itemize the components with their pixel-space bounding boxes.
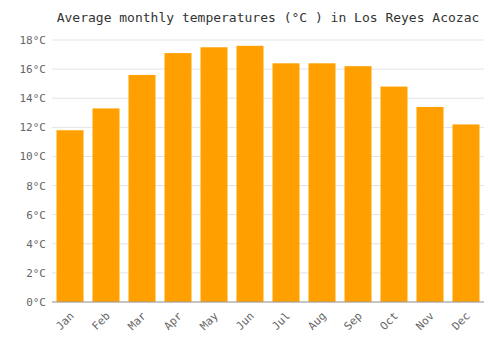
y-tick-label: 14°C xyxy=(20,92,47,105)
grid xyxy=(52,40,484,302)
y-tick-label: 8°C xyxy=(26,180,46,193)
x-tick-label: Aug xyxy=(306,310,329,333)
chart: Average monthly temperatures (°C ) in Lo… xyxy=(0,0,500,350)
y-tick-label: 4°C xyxy=(26,238,46,251)
x-axis-line xyxy=(52,302,484,303)
x-tick-label: May xyxy=(198,309,222,333)
y-tick-label: 0°C xyxy=(26,296,46,309)
y-tick-label: 16°C xyxy=(20,63,47,76)
x-tick-label: Nov xyxy=(414,309,438,333)
bar xyxy=(57,130,84,302)
bar xyxy=(381,87,408,302)
y-tick-label: 12°C xyxy=(20,121,47,134)
title: Average monthly temperatures (°C ) in Lo… xyxy=(57,10,480,25)
y-tick-label: 2°C xyxy=(26,267,46,280)
chart-container: Average monthly temperatures (°C ) in Lo… xyxy=(0,0,500,350)
x-tick-label: Jan xyxy=(54,310,77,333)
y-tick-label: 18°C xyxy=(20,34,47,47)
bar xyxy=(453,124,480,302)
y-tick-label: 10°C xyxy=(20,150,47,163)
bar xyxy=(273,63,300,302)
grid-line xyxy=(52,302,484,303)
x-tick-label: Sep xyxy=(342,310,365,333)
x-tick-label: Apr xyxy=(162,309,186,333)
grid-line xyxy=(52,98,484,99)
bar xyxy=(129,75,156,302)
bar xyxy=(345,66,372,302)
grid-line xyxy=(52,40,484,41)
bar xyxy=(417,107,444,302)
grid-line xyxy=(52,69,484,70)
x-tick-label: Jun xyxy=(234,310,257,333)
x-axis: Jan Feb Mar Apr May Jun Jul Aug Sep Oct Nov Dec xyxy=(52,302,484,333)
x-tick-label: Feb xyxy=(90,310,113,333)
x-tick-label: Mar xyxy=(126,309,150,333)
bar xyxy=(201,47,228,302)
bar xyxy=(93,108,120,302)
bar xyxy=(237,46,264,302)
x-tick-label: Jul xyxy=(270,310,293,333)
x-tick-label: Dec xyxy=(450,310,473,333)
y-tick-label: 6°C xyxy=(26,209,46,222)
x-tick-label: Oct xyxy=(378,310,401,333)
bars xyxy=(57,46,480,302)
bar xyxy=(165,53,192,302)
y-axis: 0°C 2°C 4°C 6°C 8°C 10°C 12°C 14°C 16°C 18°C xyxy=(20,34,47,309)
bar xyxy=(309,63,336,302)
